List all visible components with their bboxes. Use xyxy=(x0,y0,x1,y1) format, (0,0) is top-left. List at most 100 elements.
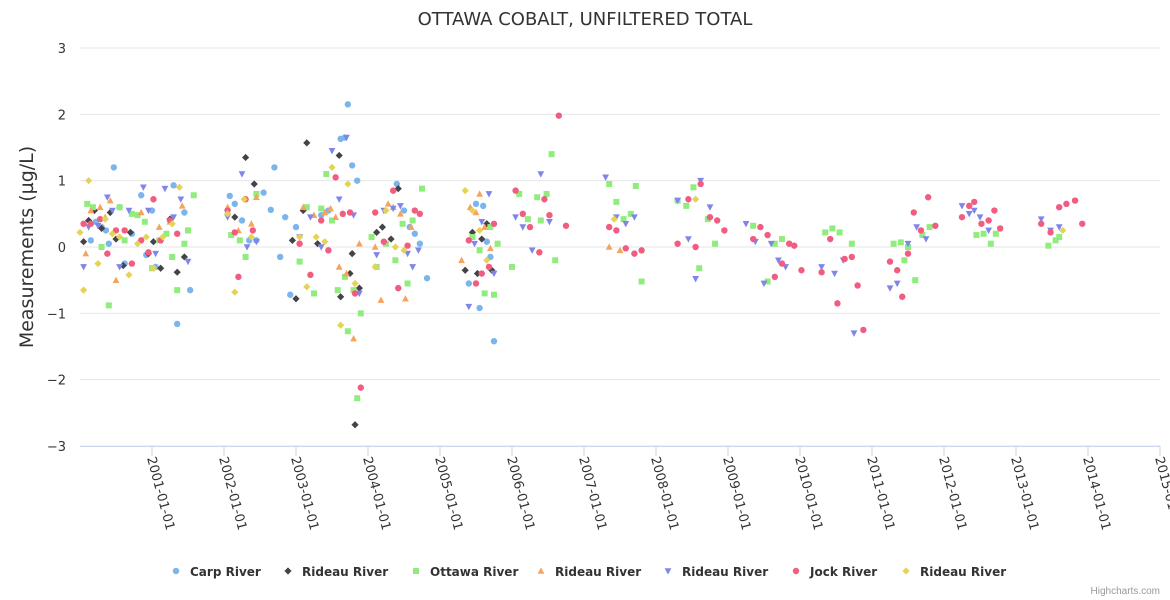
data-point[interactable] xyxy=(238,171,246,178)
data-point[interactable] xyxy=(382,206,390,215)
data-point[interactable] xyxy=(472,208,480,216)
data-point[interactable] xyxy=(480,202,487,210)
data-point[interactable] xyxy=(552,257,559,264)
data-point[interactable] xyxy=(82,250,90,257)
data-point[interactable] xyxy=(697,180,704,188)
data-point[interactable] xyxy=(760,280,768,288)
data-point[interactable] xyxy=(303,283,311,291)
data-point[interactable] xyxy=(159,233,167,241)
data-point[interactable] xyxy=(332,213,339,220)
data-point[interactable] xyxy=(391,243,399,251)
data-point[interactable] xyxy=(185,227,191,234)
data-point[interactable] xyxy=(1079,220,1086,227)
data-point[interactable] xyxy=(103,194,111,201)
data-point[interactable] xyxy=(121,237,128,244)
data-point[interactable] xyxy=(411,207,418,214)
data-point[interactable] xyxy=(169,253,176,260)
data-point[interactable] xyxy=(350,334,357,342)
data-point[interactable] xyxy=(161,185,169,193)
data-point[interactable] xyxy=(991,207,998,214)
data-point[interactable] xyxy=(380,238,388,245)
data-point[interactable] xyxy=(512,187,519,194)
data-point[interactable] xyxy=(80,220,87,227)
data-point[interactable] xyxy=(94,259,102,268)
data-point[interactable] xyxy=(399,220,406,227)
data-point[interactable] xyxy=(394,185,402,193)
data-point[interactable] xyxy=(174,320,181,328)
data-point[interactable] xyxy=(243,244,251,251)
data-point[interactable] xyxy=(307,271,314,279)
data-point[interactable] xyxy=(184,258,192,266)
data-point[interactable] xyxy=(378,223,386,231)
data-point[interactable] xyxy=(992,230,999,237)
data-point[interactable] xyxy=(798,267,805,274)
data-point[interactable] xyxy=(850,330,858,337)
data-point[interactable] xyxy=(894,267,901,274)
data-point[interactable] xyxy=(116,204,123,211)
data-point[interactable] xyxy=(323,171,330,178)
data-point[interactable] xyxy=(231,200,238,208)
data-point[interactable] xyxy=(344,328,351,335)
data-point[interactable] xyxy=(253,193,260,201)
legend-item[interactable]: Ottawa River xyxy=(413,565,518,579)
data-point[interactable] xyxy=(389,205,397,213)
data-point[interactable] xyxy=(343,134,350,142)
data-point[interactable] xyxy=(138,192,145,199)
data-point[interactable] xyxy=(471,240,478,248)
data-point[interactable] xyxy=(622,245,629,252)
data-point[interactable] xyxy=(163,230,170,237)
data-point[interactable] xyxy=(175,183,183,191)
data-point[interactable] xyxy=(85,216,93,225)
data-point[interactable] xyxy=(351,290,359,297)
data-point[interactable] xyxy=(476,190,483,197)
data-point[interactable] xyxy=(138,237,145,244)
legend-marker[interactable] xyxy=(902,567,910,575)
data-point[interactable] xyxy=(296,258,303,265)
data-point[interactable] xyxy=(400,246,408,254)
data-point[interactable] xyxy=(224,214,231,221)
data-point[interactable] xyxy=(231,213,239,221)
data-point[interactable] xyxy=(112,227,120,234)
legend-marker[interactable] xyxy=(792,567,800,575)
data-point[interactable] xyxy=(465,303,473,311)
data-point[interactable] xyxy=(987,240,994,247)
data-point[interactable] xyxy=(332,174,339,181)
data-point[interactable] xyxy=(818,269,825,276)
data-point[interactable] xyxy=(317,244,325,251)
data-point[interactable] xyxy=(109,207,116,215)
data-point[interactable] xyxy=(242,153,250,162)
data-point[interactable] xyxy=(848,253,856,261)
data-point[interactable] xyxy=(186,286,194,294)
data-point[interactable] xyxy=(922,236,930,243)
data-point[interactable] xyxy=(145,249,152,256)
data-point[interactable] xyxy=(373,228,381,237)
data-point[interactable] xyxy=(409,264,417,271)
data-point[interactable] xyxy=(344,180,352,188)
data-point[interactable] xyxy=(354,177,361,184)
data-point[interactable] xyxy=(141,218,148,225)
data-point[interactable] xyxy=(178,202,186,209)
data-point[interactable] xyxy=(337,293,345,301)
data-point[interactable] xyxy=(485,191,493,198)
data-point[interactable] xyxy=(348,162,356,169)
data-point[interactable] xyxy=(917,227,925,234)
data-point[interactable] xyxy=(469,234,476,241)
data-point[interactable] xyxy=(84,200,91,207)
data-point[interactable] xyxy=(87,237,95,244)
data-point[interactable] xyxy=(168,220,176,228)
data-point[interactable] xyxy=(478,218,486,226)
data-point[interactable] xyxy=(346,209,354,216)
data-point[interactable] xyxy=(149,238,158,246)
data-point[interactable] xyxy=(128,260,136,267)
data-point[interactable] xyxy=(318,217,325,224)
data-point[interactable] xyxy=(616,246,624,254)
data-point[interactable] xyxy=(818,264,825,271)
data-point[interactable] xyxy=(116,233,124,241)
data-point[interactable] xyxy=(683,202,690,209)
data-point[interactable] xyxy=(932,222,939,229)
data-point[interactable] xyxy=(886,285,894,292)
data-point[interactable] xyxy=(904,240,912,248)
data-point[interactable] xyxy=(910,209,917,216)
data-point[interactable] xyxy=(98,244,105,250)
data-point[interactable] xyxy=(690,184,697,191)
